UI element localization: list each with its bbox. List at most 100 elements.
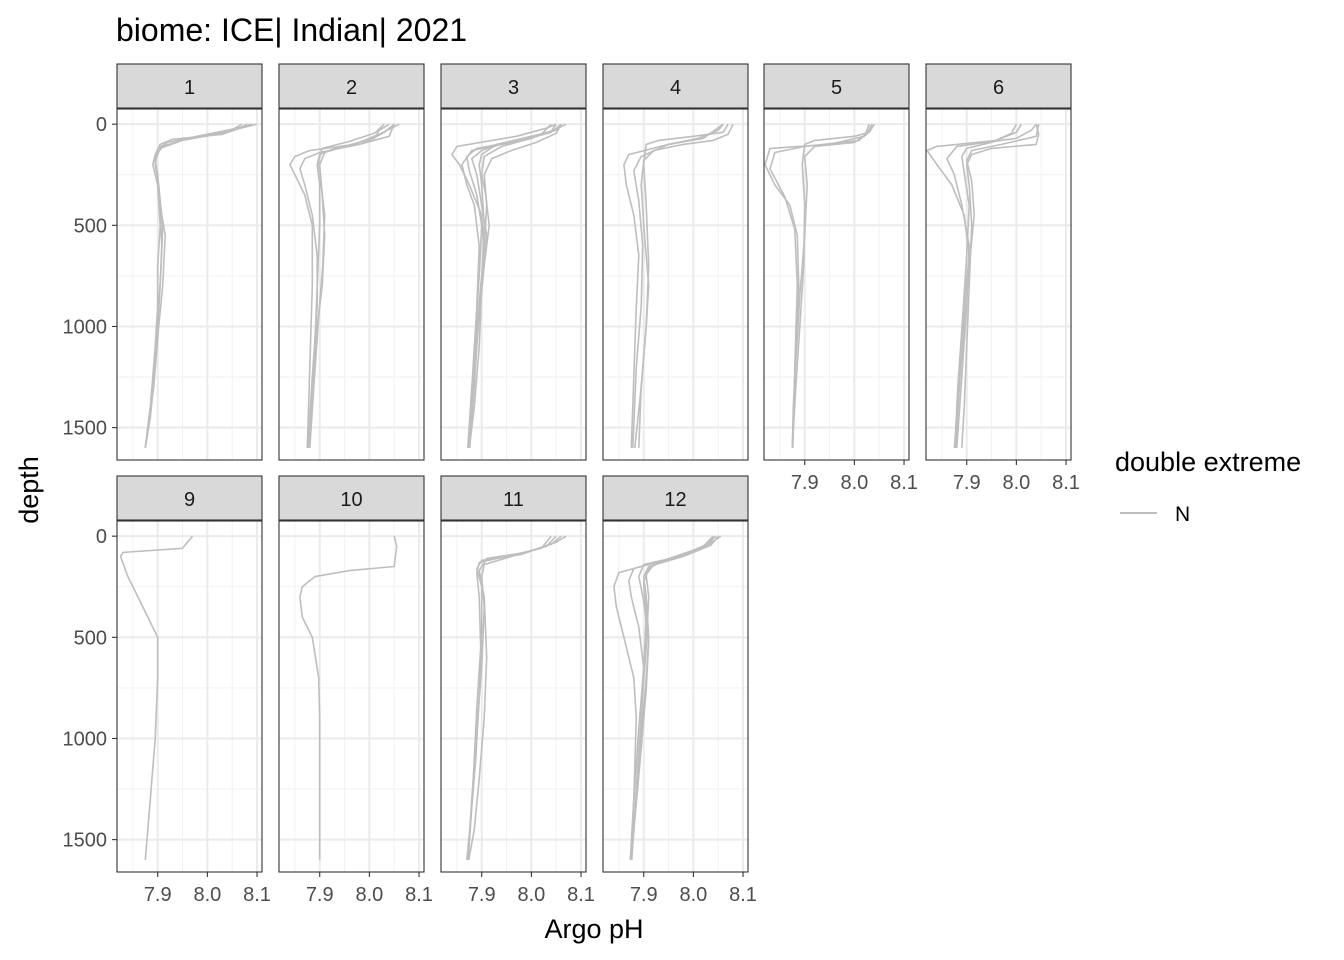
x-tick-label: 7.9 [144,884,172,906]
profile-line [309,123,385,448]
x-tick-label: 8.1 [890,472,918,494]
facet-strip [278,475,425,521]
profile-line [791,123,873,448]
facet-panels: 1 2 3 4 5 69 10 11 12 [116,63,1072,873]
profile-line [469,123,562,448]
panel-border [602,520,749,873]
axes: 0 500 1000 1500 7.9 8.0 8.1 7.9 8.0 8.1 0 500 1000 15… [63,114,1080,906]
y-tick-label: 500 [74,215,107,237]
profile-line [467,123,552,448]
x-tick-label: 8.0 [1002,472,1030,494]
x-tick-label: 7.9 [468,884,496,906]
facet-panel-1: 1 [116,63,263,461]
y-tick-label: 500 [74,627,107,649]
panel-background [603,109,748,460]
facet-panel-11: 11 [440,475,587,873]
panel-border [116,520,263,873]
facet-panel-2: 2 [278,63,425,461]
facet-strip-label: 2 [346,77,357,99]
panel-background [441,521,586,872]
panel-background [441,109,586,460]
panel-background [764,109,909,460]
profile-line [119,535,194,860]
facet-panel-10: 10 [278,475,425,873]
y-tick-label: 1500 [63,418,108,440]
profile-line [465,123,557,448]
profile-line [961,124,1040,448]
profile-line [630,535,722,860]
x-tick-label: 8.0 [679,884,707,906]
panel-border [440,520,587,873]
y-tick-label: 0 [96,114,107,136]
facet-panel-6: 6 [925,63,1072,461]
panel-background [117,109,262,460]
panel-border [602,108,749,461]
panel-border [116,108,263,461]
facet-strip [602,63,749,109]
facet-strip [116,63,263,109]
y-tick-label: 1500 [63,830,108,852]
panel-border [763,108,910,461]
facet-strip-label: 11 [503,489,524,511]
facet-panel-12: 12 [602,475,749,873]
facet-panel-3: 3 [440,63,587,461]
facet-panel-9: 9 [116,475,263,873]
panel-border [925,108,1072,461]
y-axis-title: depth [14,456,44,524]
x-tick-label: 8.1 [729,884,757,906]
y-tick-label: 0 [96,526,107,548]
facet-strip [440,63,587,109]
facet-strip-label: 12 [664,489,686,511]
profile-line [946,123,1037,448]
x-tick-label: 8.0 [193,884,221,906]
x-tick-label: 8.0 [840,472,868,494]
panel-background [117,521,262,872]
facet-strip [602,475,749,521]
facet-strip [925,63,1072,109]
facet-strip-label: 6 [993,77,1004,99]
x-tick-label: 7.9 [306,884,334,906]
x-axis-title: Argo pH [544,914,643,944]
facet-strip [278,63,425,109]
x-tick-label: 7.9 [953,472,981,494]
facet-strip [440,475,587,521]
legend-title: double extreme [1115,447,1301,477]
x-tick-label: 8.1 [243,884,271,906]
facet-strip-label: 4 [670,77,681,99]
profile-line [954,123,1018,448]
profile-line [791,123,875,448]
facet-strip [116,475,263,521]
panel-background [603,521,748,872]
facet-strip-label: 1 [184,77,195,99]
x-tick-label: 7.9 [630,884,658,906]
panel-background [279,521,424,872]
panel-border [278,520,425,873]
facet-panel-5: 5 [763,63,910,461]
profile-line [632,123,724,448]
x-tick-label: 7.9 [791,472,819,494]
x-tick-label: 8.1 [1052,472,1080,494]
y-tick-label: 1000 [63,728,108,750]
chart-title: biome: ICE| Indian| 2021 [116,12,467,48]
profile-line [631,535,719,860]
x-tick-label: 8.0 [517,884,545,906]
legend: double extreme N [1115,447,1301,526]
profile-line [299,123,395,448]
profile-line [634,123,734,448]
facet-strip-label: 3 [508,77,519,99]
panel-background [279,109,424,460]
profile-line [467,535,552,860]
profile-line [144,123,243,449]
profile-line [630,535,717,860]
panel-border [440,108,587,461]
facet-strip-label: 5 [831,77,842,99]
x-tick-label: 8.1 [405,884,433,906]
panel-border [278,108,425,461]
x-tick-label: 8.1 [567,884,595,906]
facet-strip-label: 10 [340,489,362,511]
profile-line [955,124,1040,448]
legend-label: N [1175,503,1190,526]
facet-strip [763,63,910,109]
facet-strip-label: 9 [184,489,195,511]
